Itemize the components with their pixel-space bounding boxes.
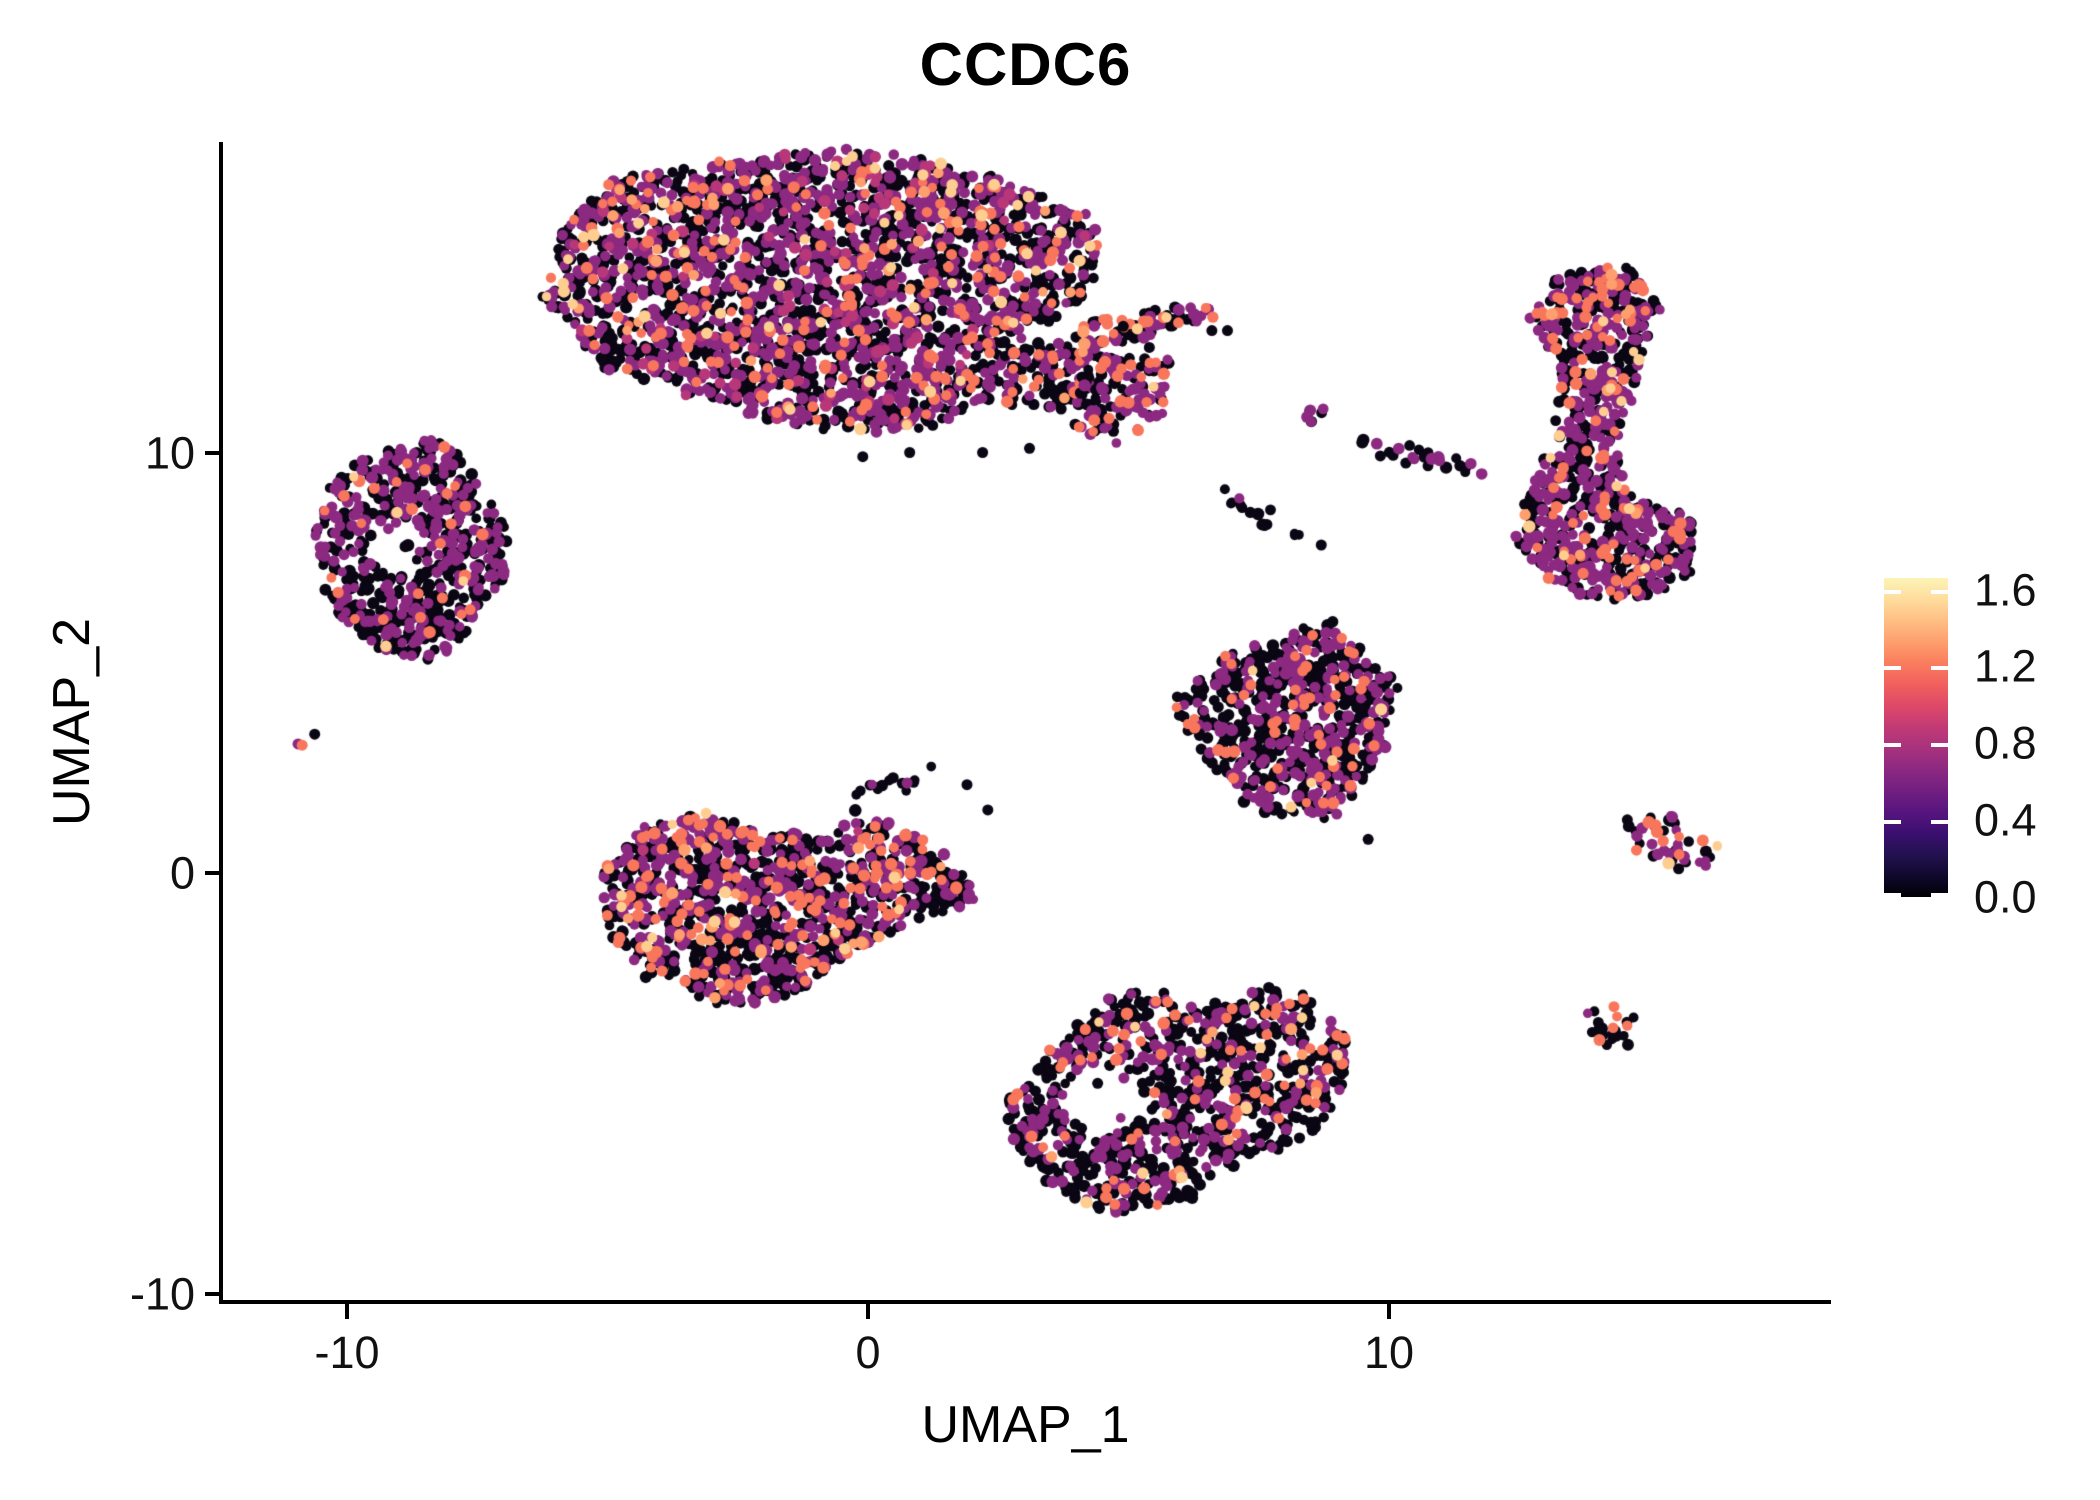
expression-colorbar bbox=[1884, 578, 1948, 897]
colorbar-tick-mark bbox=[1931, 589, 1948, 594]
colorbar-tick-label: 0.4 bbox=[1974, 794, 2037, 846]
y-tick-mark bbox=[205, 450, 220, 455]
plot-title: CCDC6 bbox=[919, 31, 1132, 98]
y-tick-label: 0 bbox=[169, 847, 195, 899]
x-tick-mark bbox=[866, 1304, 870, 1319]
colorbar-tick-label: 0.8 bbox=[1974, 717, 2037, 769]
colorbar-tick-label: 1.2 bbox=[1974, 640, 2037, 692]
x-tick-label: 0 bbox=[855, 1327, 881, 1378]
x-axis-line bbox=[219, 1300, 1831, 1304]
x-tick-mark bbox=[345, 1304, 349, 1319]
colorbar-tick-mark bbox=[1884, 666, 1901, 671]
colorbar-tick-mark bbox=[1884, 893, 1901, 897]
y-tick-label: 10 bbox=[144, 427, 195, 478]
colorbar-tick-mark bbox=[1884, 589, 1901, 594]
x-tick-label: 10 bbox=[1363, 1327, 1415, 1378]
colorbar-tick-mark bbox=[1931, 666, 1948, 671]
y-tick-mark bbox=[205, 871, 220, 875]
y-axis-line bbox=[219, 142, 223, 1304]
colorbar-tick-mark bbox=[1931, 820, 1948, 825]
y-tick-label: -10 bbox=[129, 1268, 195, 1319]
x-tick-mark bbox=[1387, 1304, 1391, 1319]
x-tick-label: -10 bbox=[314, 1327, 380, 1378]
colorbar-tick-mark bbox=[1884, 743, 1901, 748]
colorbar-tick-label: 1.6 bbox=[1974, 564, 2037, 616]
colorbar-tick-mark bbox=[1931, 743, 1948, 748]
colorbar-tick-mark bbox=[1931, 893, 1948, 897]
colorbar-tick-label: 0.0 bbox=[1974, 871, 2037, 923]
y-axis-title: UMAP_2 bbox=[43, 617, 101, 827]
x-axis-title: UMAP_1 bbox=[921, 1396, 1130, 1454]
y-tick-mark bbox=[205, 1291, 220, 1296]
colorbar-tick-mark bbox=[1884, 820, 1901, 825]
